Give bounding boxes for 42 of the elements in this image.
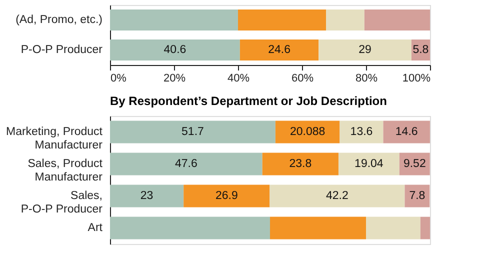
bar <box>110 184 184 208</box>
y-tick-label: P-O-P Producer <box>20 44 103 56</box>
chart-title: By Respondent’s Department or Job Description <box>110 94 387 108</box>
category-label: Sales, P-O-P Producer <box>20 190 102 216</box>
category-label: Sales, Product Manufacturer <box>28 158 102 184</box>
bar <box>110 152 262 176</box>
category-label: Marketing, Product Manufacturer <box>6 126 102 152</box>
x-tick-label: 40% <box>227 72 250 84</box>
data-label: 7.8 <box>409 190 426 202</box>
bar <box>338 152 400 176</box>
x-tick-label: 60% <box>291 72 314 84</box>
data-label: 23 <box>140 190 154 202</box>
category-label: Art <box>88 222 102 234</box>
x-tick-label: 0% <box>110 72 127 84</box>
bar <box>340 120 384 144</box>
data-label: 51.7 <box>182 126 204 138</box>
x-tick-label: 20% <box>163 72 186 84</box>
data-label: 26.9 <box>215 190 238 202</box>
data-label: 47.6 <box>174 158 198 170</box>
data-label: 20.088 <box>290 126 326 138</box>
bar <box>270 216 366 240</box>
bar <box>383 120 430 144</box>
data-label: 19.04 <box>354 158 384 170</box>
data-label: 5.8 <box>412 44 429 56</box>
data-label: 40.6 <box>164 44 186 56</box>
x-tick-label: 100% <box>402 72 431 84</box>
bar <box>110 216 270 240</box>
bar <box>366 216 420 240</box>
bar <box>270 184 405 208</box>
bar <box>184 184 270 208</box>
y-tick-label: (Ad, Promo, etc.) <box>16 14 103 26</box>
bar <box>110 120 276 144</box>
data-label: 14.6 <box>395 126 418 138</box>
data-label: 23.8 <box>289 158 312 170</box>
data-label: 13.6 <box>350 126 373 138</box>
bar <box>262 152 338 176</box>
data-label: 42.2 <box>326 190 348 202</box>
data-label: 24.6 <box>268 44 290 56</box>
x-tick-label: 80% <box>355 72 378 84</box>
bar <box>420 216 430 240</box>
data-label: 29 <box>358 44 372 56</box>
data-label: 9.52 <box>403 158 426 170</box>
